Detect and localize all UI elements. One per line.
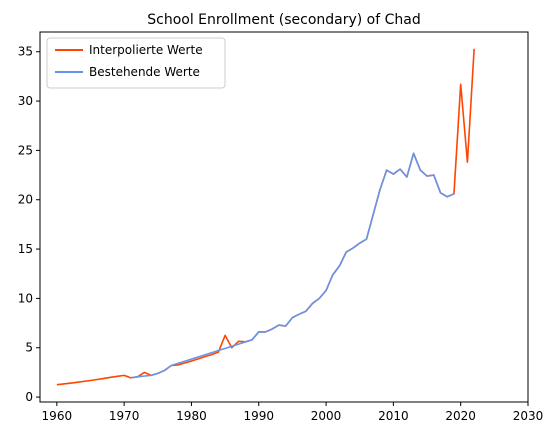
series-line-existing [130, 152, 455, 379]
y-axis: 0 5 10 15 20 25 30 35 [18, 45, 40, 404]
y-tick-label: 35 [18, 45, 33, 59]
x-tick-label: 1980 [176, 409, 207, 423]
x-tick-label: 1990 [243, 409, 274, 423]
legend-label-existing: Bestehende Werte [89, 65, 200, 79]
chart-title: School Enrollment (secondary) of Chad [147, 12, 421, 28]
y-tick-label: 20 [18, 193, 33, 207]
y-tick-label: 10 [18, 291, 33, 305]
x-axis: 1960 1970 1980 1990 2000 2010 2020 2030 [42, 402, 544, 423]
x-tick-label: 2010 [378, 409, 409, 423]
series-line-interpolated [56, 48, 475, 386]
x-tick-label: 1960 [42, 409, 73, 423]
plot-frame [39, 31, 529, 403]
x-tick-label: 1970 [109, 409, 140, 423]
y-tick-label: 25 [18, 143, 33, 157]
y-tick-label: 30 [18, 94, 33, 108]
x-tick-label: 2030 [513, 409, 544, 423]
y-tick-label: 5 [25, 341, 33, 355]
x-tick-label: 2000 [311, 409, 342, 423]
legend-box [46, 37, 226, 89]
legend-label-interpolated: Interpolierte Werte [89, 43, 203, 57]
legend: Interpolierte Werte Bestehende Werte [46, 37, 226, 89]
y-tick-label: 0 [25, 390, 33, 404]
x-tick-label: 2020 [445, 409, 476, 423]
y-tick-label: 15 [18, 242, 33, 256]
series-layer [56, 48, 475, 386]
